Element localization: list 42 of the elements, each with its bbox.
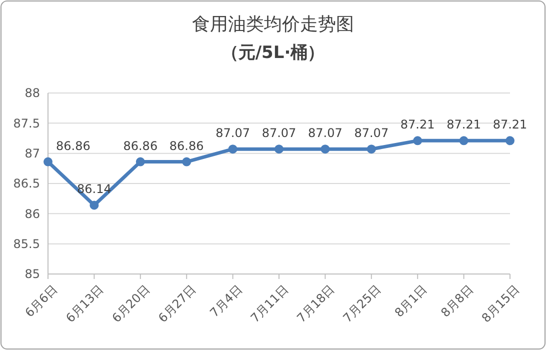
y-tick-label: 86 <box>24 206 40 221</box>
chart-subtitle: （元/5L·桶） <box>221 43 325 63</box>
data-label: 87.07 <box>216 126 250 140</box>
point <box>506 136 514 146</box>
x-tick-label: 8月1日 <box>392 282 430 320</box>
y-tick-label: 88 <box>24 86 40 100</box>
x-tick-label: 6月6日 <box>22 282 60 320</box>
point <box>182 157 192 166</box>
chart-title: 食用油类均价走势图 <box>192 14 354 35</box>
data-label: 86.86 <box>123 138 158 153</box>
y-tick-label: 86.5 <box>13 176 40 191</box>
y-tick-label: 87.5 <box>13 116 40 130</box>
point <box>413 136 422 146</box>
x-tick-label: 6月27日 <box>156 282 199 326</box>
data-label: 87.21 <box>446 118 481 132</box>
point <box>90 200 99 210</box>
point <box>44 157 52 166</box>
data-label: 87.07 <box>308 126 342 140</box>
data-label: 86.14 <box>77 182 112 196</box>
data-label: 86.86 <box>169 138 204 153</box>
x-tick-label: 7月11日 <box>248 282 292 326</box>
x-tick-label: 8月8日 <box>438 282 476 320</box>
point <box>136 157 145 166</box>
x-tick-label: 7月4日 <box>207 282 245 320</box>
x-tick-label: 8月15日 <box>478 282 522 326</box>
y-tick-label: 85 <box>24 267 40 282</box>
data-label: 87.21 <box>400 118 435 132</box>
x-tick-label: 7月25日 <box>340 282 384 326</box>
x-tick-label: 6月20日 <box>109 282 152 326</box>
x-tick-label: 7月18日 <box>294 282 338 326</box>
data-label: 87.07 <box>354 126 389 140</box>
point <box>228 144 238 154</box>
point <box>274 144 284 154</box>
x-tick-label: 6月13日 <box>63 282 106 326</box>
point <box>366 144 376 154</box>
data-label: 87.21 <box>492 118 528 132</box>
point <box>320 144 330 154</box>
data-label: 86.86 <box>56 138 90 153</box>
y-tick-label: 87 <box>24 146 40 161</box>
data-label: 87.07 <box>262 126 296 140</box>
point <box>459 136 468 146</box>
y-tick-label: 85.5 <box>13 237 40 252</box>
